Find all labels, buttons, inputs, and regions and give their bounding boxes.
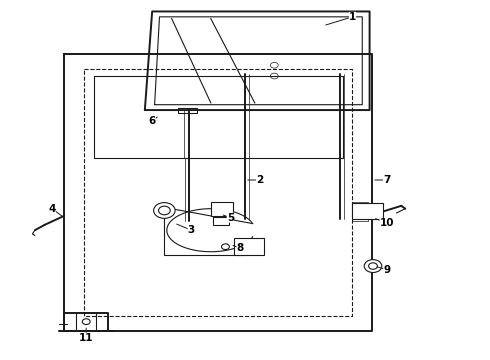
Circle shape: [82, 319, 90, 324]
Circle shape: [364, 260, 382, 273]
Text: 2: 2: [256, 175, 263, 185]
Bar: [213, 217, 229, 225]
Text: 4: 4: [49, 204, 56, 214]
Text: 8: 8: [237, 243, 244, 253]
Text: 7: 7: [383, 175, 391, 185]
Text: 10: 10: [379, 218, 394, 228]
Text: 5: 5: [227, 213, 234, 222]
Text: 3: 3: [188, 225, 195, 235]
Circle shape: [154, 203, 175, 219]
Circle shape: [221, 244, 229, 249]
Text: 1: 1: [349, 12, 356, 22]
Text: 6: 6: [148, 116, 156, 126]
Text: 11: 11: [79, 333, 94, 343]
Bar: [234, 238, 264, 255]
Bar: [211, 202, 233, 216]
Bar: [352, 203, 383, 220]
Text: 9: 9: [383, 265, 390, 275]
Circle shape: [368, 263, 377, 269]
Circle shape: [159, 206, 170, 215]
